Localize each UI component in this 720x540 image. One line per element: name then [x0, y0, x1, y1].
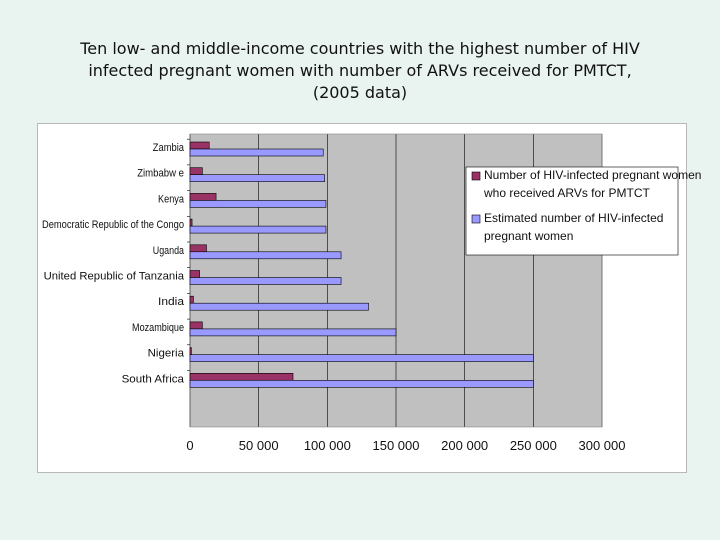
category-label: South Africa: [122, 373, 185, 385]
x-tick-label: 50 000: [239, 438, 279, 453]
bars: [189, 141, 534, 388]
bar-estimated-7: [189, 328, 397, 337]
bar-estimated-5: [189, 277, 342, 285]
legend-label: Estimated number of HIV-infected: [484, 211, 663, 225]
bar-estimated-0: [189, 148, 324, 157]
title-line-1: Ten low- and middle-income countries wit…: [80, 39, 640, 58]
bar-estimated-8: [189, 354, 534, 362]
category-label: Zambia: [153, 142, 185, 154]
bar-received-2: [189, 193, 217, 201]
x-tick-label: 200 000: [441, 438, 488, 453]
legend-label: Number of HIV-infected pregnant women: [484, 168, 701, 182]
title-line-2: infected pregnant women with number of A…: [88, 61, 632, 80]
legend-swatch: [471, 214, 481, 224]
category-label: United Republic of Tanzania: [44, 271, 185, 283]
category-label: Kenya: [158, 193, 185, 205]
legend-box: [465, 166, 679, 256]
bar-estimated-1: [189, 174, 325, 182]
legend: Number of HIV-infected pregnant women who…: [465, 166, 701, 256]
bar-received-1: [189, 167, 203, 175]
bar-estimated-3: [189, 225, 327, 234]
x-axis: 0 50 000 100 000 150 000 200 000 250 000 300 0…: [186, 438, 625, 453]
title-line-3: (2005 data): [312, 83, 408, 102]
category-label: Democratic Republic of the Congo: [42, 219, 184, 231]
bar-received-4: [189, 244, 207, 253]
bar-received-6: [189, 295, 194, 304]
bar-estimated-2: [189, 200, 327, 208]
bar-estimated-9: [189, 379, 534, 388]
bar-estimated-4: [189, 251, 342, 260]
legend-label: who received ARVs for PMTCT: [483, 186, 651, 200]
bar-estimated-6: [189, 302, 369, 311]
bar-received-9: [189, 372, 294, 381]
x-tick-label: 300 000: [579, 438, 626, 453]
x-tick-label: 250 000: [510, 438, 557, 453]
bar-received-7: [189, 321, 203, 330]
bar-received-8: [189, 347, 192, 355]
bar-received-3: [189, 218, 193, 227]
bar-received-0: [189, 141, 210, 150]
x-tick-label: 0: [186, 438, 193, 453]
category-label: Zimbabw e: [137, 168, 184, 180]
category-label: Nigeria: [148, 348, 185, 360]
category-label: Mozambique: [132, 322, 184, 334]
chart-title: Ten low- and middle-income countries wit…: [40, 38, 680, 104]
x-tick-label: 150 000: [373, 438, 420, 453]
legend-swatch: [471, 171, 481, 181]
category-label: Uganda: [153, 245, 185, 257]
category-labels: Zambia Zimbabw e Kenya Democratic Republic …: [42, 138, 190, 385]
category-label: India: [158, 296, 185, 308]
bar-received-5: [189, 270, 200, 278]
legend-label: pregnant women: [484, 229, 573, 243]
x-tick-label: 100 000: [304, 438, 351, 453]
